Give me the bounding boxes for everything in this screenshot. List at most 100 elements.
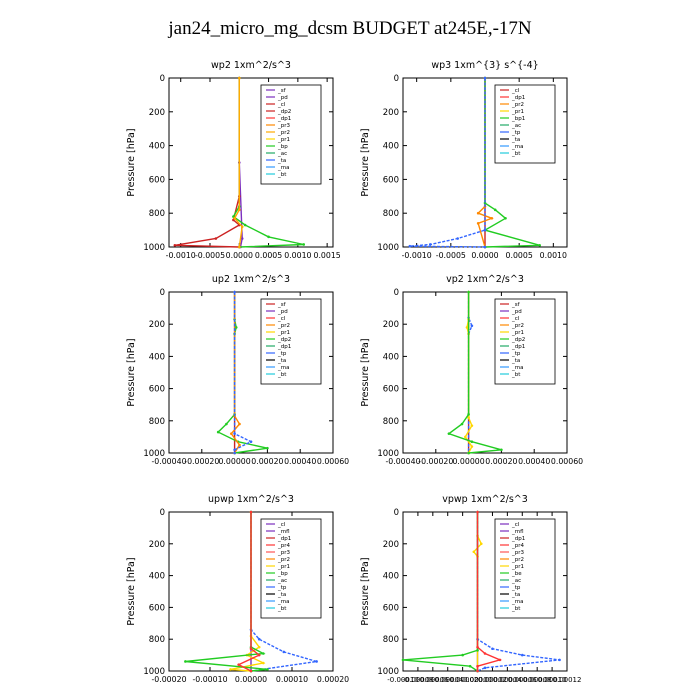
- legend-label: _pr1: [511, 109, 524, 115]
- data-point: [230, 432, 233, 435]
- data-point: [500, 448, 503, 452]
- y-tick-label: 400: [149, 352, 165, 362]
- legend-label: _pr1: [511, 330, 524, 336]
- legend-label: _ma: [277, 599, 289, 605]
- x-tick-label: -0.0005: [195, 251, 225, 260]
- x-tick-label: 0.0005: [255, 251, 282, 260]
- legend-label: _be: [511, 571, 522, 577]
- legend-label: _pr2: [511, 323, 524, 329]
- x-tick-label: 0.0005: [506, 251, 533, 260]
- legend-label: _ma: [511, 365, 523, 371]
- data-point: [234, 326, 238, 329]
- y-tick-label: 0: [160, 74, 165, 84]
- data-point: [237, 245, 241, 249]
- legend-label: _bp1: [511, 116, 525, 122]
- y-tick-label: 0: [160, 288, 165, 298]
- data-point: [470, 324, 474, 328]
- data-point: [233, 451, 236, 455]
- legend-label: _dp1: [277, 344, 291, 350]
- y-axis-label: Pressure [hPa]: [360, 338, 371, 406]
- x-tick-label: 0.00004: [493, 676, 522, 684]
- legend-label: _dp1: [277, 536, 291, 542]
- y-tick-label: 800: [149, 417, 165, 427]
- data-point: [468, 664, 472, 668]
- legend-label: _ta: [511, 592, 520, 598]
- legend-label: _dp2: [511, 337, 525, 343]
- x-tick-label: 0.00002: [478, 676, 507, 684]
- legend-label: _sf: [277, 302, 287, 308]
- plot-frame: [402, 511, 568, 672]
- legend-label: _tp: [277, 351, 287, 357]
- data-point: [498, 658, 502, 662]
- y-tick-label: 0: [394, 74, 399, 84]
- x-tick-label: 0.0000: [471, 251, 498, 260]
- y-tick-label: 600: [383, 175, 399, 185]
- panel-title: upwp 1xm^2/s^3: [208, 494, 294, 505]
- legend-label: _pr1: [511, 564, 524, 570]
- x-tick-label: 0.00020: [251, 457, 283, 466]
- legend-box: [260, 84, 322, 185]
- legend-box: [260, 298, 322, 385]
- legend-label: _bt: [277, 172, 287, 178]
- y-tick-label: 0: [394, 508, 399, 518]
- legend-label: _pr3: [277, 123, 291, 129]
- legend-label: _sf: [511, 302, 521, 308]
- y-tick-label: 400: [149, 572, 165, 582]
- x-tick-label: -0.00020: [418, 457, 453, 466]
- series-line: [233, 292, 253, 453]
- legend-label: _pr4: [277, 543, 291, 549]
- y-tick-label: 600: [383, 385, 399, 395]
- data-point: [249, 647, 253, 651]
- y-tick-label: 400: [149, 142, 165, 152]
- x-tick-label: 0.00010: [276, 675, 308, 684]
- legend-label: _ac: [511, 578, 521, 584]
- panel-title: vpwp 1xm^2/s^3: [442, 494, 528, 505]
- panel-title: wp3 1xm^{3} s^{-4}: [431, 60, 538, 71]
- legend-label: _ta: [277, 358, 286, 364]
- legend-label: _dp1: [511, 536, 525, 542]
- x-tick-label: -0.0005: [436, 251, 466, 260]
- legend-box: [494, 84, 556, 164]
- x-tick-label: -0.00040: [151, 457, 186, 466]
- legend-label: _tp: [277, 585, 287, 591]
- x-tick-label: 0.00000: [218, 457, 250, 466]
- data-point: [476, 211, 480, 215]
- data-point: [490, 216, 494, 220]
- legend-box: [260, 518, 322, 619]
- x-tick-label: -0.00010: [387, 676, 418, 684]
- legend-label: _tp: [511, 585, 521, 591]
- y-tick-label: 400: [383, 572, 399, 582]
- data-point: [470, 445, 474, 448]
- y-tick-label: 800: [149, 209, 165, 219]
- series-line: [402, 512, 479, 672]
- legend-label: _dp2: [277, 337, 291, 343]
- y-tick-label: 1000: [143, 667, 165, 677]
- legend-label: _mfl: [277, 529, 290, 535]
- data-point: [238, 443, 241, 447]
- panel-title: vp2 1xm^2/s^3: [446, 274, 524, 285]
- y-tick-label: 400: [383, 142, 399, 152]
- y-tick-label: 1000: [143, 449, 165, 459]
- data-point: [472, 550, 476, 554]
- legend-label: _dp2: [277, 109, 291, 115]
- data-point: [237, 208, 241, 212]
- legend-label: _pr3: [277, 550, 291, 556]
- legend-label: _pr2: [511, 102, 524, 108]
- y-tick-label: 1000: [377, 243, 399, 253]
- y-tick-label: 1000: [377, 449, 399, 459]
- data-point: [470, 440, 474, 444]
- y-tick-label: 600: [149, 385, 165, 395]
- series-line: [217, 292, 268, 454]
- legend-label: _bt: [511, 372, 521, 378]
- data-point: [173, 244, 177, 247]
- y-tick-label: 800: [149, 635, 165, 645]
- x-tick-label: -0.0010: [166, 251, 196, 260]
- x-tick-label: 0.00040: [518, 457, 550, 466]
- data-point: [493, 208, 497, 212]
- data-point: [429, 243, 432, 246]
- y-tick-label: 800: [383, 209, 399, 219]
- x-tick-label: 0.00000: [235, 675, 267, 684]
- x-tick-label: -0.00006: [417, 676, 449, 684]
- legend-label: _ta: [277, 592, 286, 598]
- y-tick-label: 800: [383, 417, 399, 427]
